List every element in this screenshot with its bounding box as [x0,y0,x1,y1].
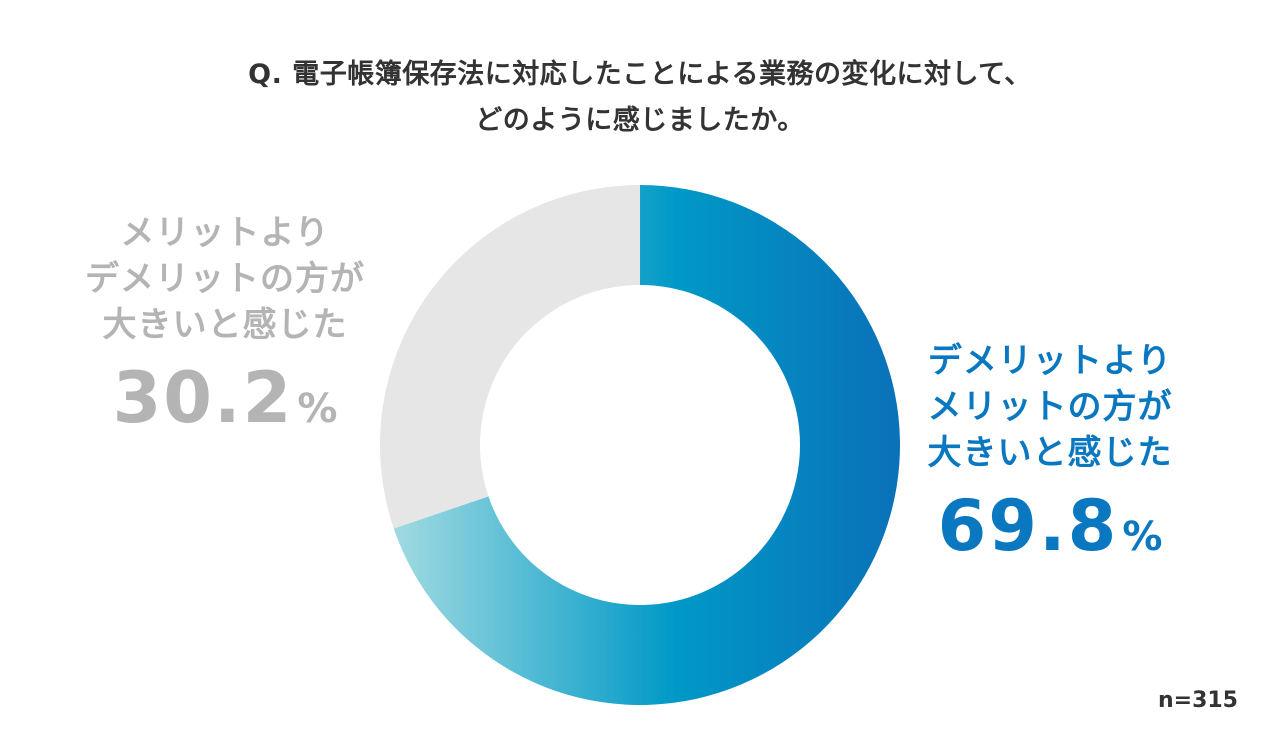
slice-value-merit: 69.8% [905,486,1195,585]
slice-value-merit-number: 69.8 [937,485,1119,567]
question-line-2: どのように感じましたか。 [475,105,805,136]
slice-value-demerit-number: 30.2 [112,357,294,439]
slice-label-demerit-line-1: メリットより [120,213,330,253]
donut-slice-demerit [380,185,640,529]
slice-label-demerit-line-3: 大きいと感じた [102,305,348,345]
slice-label-merit-line-1: デメリットより [927,341,1173,381]
slice-value-demerit-unit: % [297,386,338,432]
question-line-1: Q. 電子帳簿保存法に対応したことによる業務の変化に対して、 [248,59,1032,90]
sample-size: n=315 [1157,688,1238,713]
slice-value-merit-unit: % [1122,514,1163,560]
slice-label-demerit-line-2: デメリットの方が [85,259,365,299]
slice-label-merit-line-3: 大きいと感じた [927,433,1173,473]
slice-label-merit-line-2: メリットの方が [927,387,1173,427]
slice-label-merit: デメリットより メリットの方が 大きいと感じた 69.8% [905,338,1195,585]
slice-value-demerit: 30.2% [80,358,370,457]
donut-slice-merit [393,185,900,706]
chart-question: Q. 電子帳簿保存法に対応したことによる業務の変化に対して、 どのように感じまし… [0,52,1280,144]
slice-label-demerit: メリットより デメリットの方が 大きいと感じた 30.2% [80,210,370,457]
